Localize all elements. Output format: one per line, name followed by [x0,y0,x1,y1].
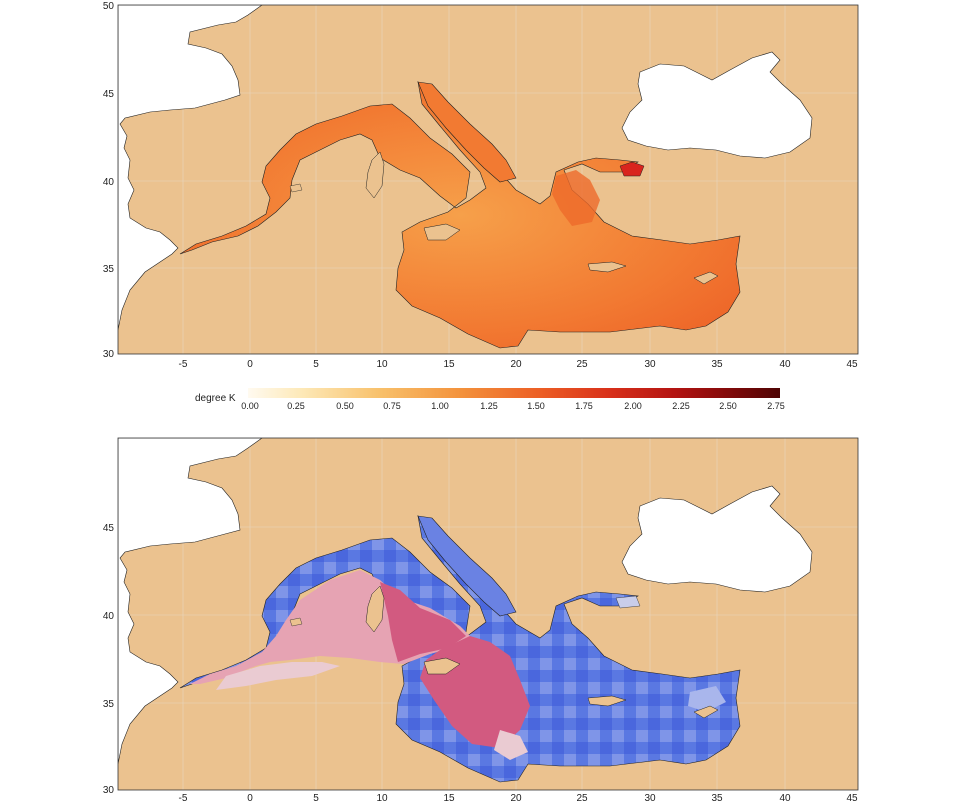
crete [587,261,627,273]
legend-tick: 1.50 [527,401,545,411]
legend-svg: degree K 0.00 0.25 0.50 0.75 1.00 1.25 1… [195,388,785,411]
black-sea [621,485,813,593]
legend-colorbar [248,388,780,398]
legend-tick: 2.50 [719,401,737,411]
adriatic-sea [417,515,517,617]
y-tick: 35 [103,264,115,275]
atlantic-ocean [118,5,263,331]
light-region [494,730,528,760]
x-tick: 0 [247,793,253,803]
map-frame [117,437,859,791]
x-tick: 10 [376,793,388,803]
x-tick: 10 [376,359,388,370]
sicily [423,657,461,675]
legend-tick: 0.75 [383,401,401,411]
y-tick: 40 [103,611,115,622]
x-tick: 45 [846,793,858,803]
corsica-sardinia [365,151,385,199]
black-sea [621,51,813,159]
legend-tick: 0.00 [241,401,259,411]
x-tick: 5 [313,359,319,370]
x-axis: -5 0 5 10 15 20 25 30 35 40 45 [179,793,858,804]
mediterranean-sea [179,80,741,349]
legend-tick: 1.25 [480,401,498,411]
pink-core-tyrrhenian [380,582,466,662]
y-tick: 50 [103,1,115,12]
x-axis: -5 0 5 10 15 20 25 30 35 40 45 [179,359,858,370]
x-tick: 35 [711,359,723,370]
corsica-sardinia [365,585,385,633]
bottom-map-svg: -5 0 5 10 15 20 25 30 35 40 45 30 35 40 … [103,437,859,804]
colorbar-legend: degree K 0.00 0.25 0.50 0.75 1.00 1.25 1… [0,383,964,415]
y-tick: 30 [103,785,115,796]
x-tick: 5 [313,793,319,803]
legend-title: degree K [195,393,236,404]
marmara-hotspot [619,161,645,177]
x-tick: 20 [510,359,522,370]
legend-tick: 2.25 [672,401,690,411]
y-tick: 40 [103,177,115,188]
x-tick: 15 [443,359,455,370]
y-tick: 35 [103,699,115,710]
bottom-map-panel: -5 0 5 10 15 20 25 30 35 40 45 30 35 40 … [0,430,964,804]
legend-tick: 1.75 [575,401,593,411]
marmara-region [615,595,641,609]
aegean-sea [552,170,600,226]
x-tick: 15 [443,793,455,803]
y-axis: 30 35 40 45 50 [103,1,115,360]
levant-light-region [688,686,726,712]
legend-tick: 1.00 [431,401,449,411]
cyprus [693,705,719,719]
x-tick: 40 [779,793,791,803]
x-tick: 25 [576,793,588,803]
cyprus [693,271,719,285]
atlantic-ocean [118,438,263,765]
y-tick: 45 [103,89,115,100]
x-tick: -5 [179,793,188,803]
crete [587,695,627,707]
x-tick: 20 [510,793,522,803]
legend-tick: 0.25 [287,401,305,411]
x-tick: 35 [711,793,723,803]
y-tick: 45 [103,523,115,534]
balearic-islands [289,183,303,193]
y-axis: 30 35 40 45 [103,523,115,796]
sicily [423,223,461,241]
top-map-panel: -5 0 5 10 15 20 25 30 35 40 45 30 35 40 … [0,0,964,380]
x-tick: -5 [179,359,188,370]
legend-tick: 2.00 [624,401,642,411]
light-region [216,662,340,690]
adriatic-sea [417,81,517,183]
x-tick: 40 [779,359,791,370]
x-tick: 45 [846,359,858,370]
legend-tick: 0.50 [336,401,354,411]
x-tick: 25 [576,359,588,370]
map-frame [117,4,859,355]
x-tick: 0 [247,359,253,370]
y-tick: 30 [103,349,115,360]
x-tick: 30 [644,793,656,803]
x-tick: 30 [644,359,656,370]
top-map-svg: -5 0 5 10 15 20 25 30 35 40 45 30 35 40 … [103,1,859,370]
legend-ticks: 0.00 0.25 0.50 0.75 1.00 1.25 1.50 1.75 … [241,401,785,411]
legend-tick: 2.75 [767,401,785,411]
balearic-islands [289,617,303,627]
